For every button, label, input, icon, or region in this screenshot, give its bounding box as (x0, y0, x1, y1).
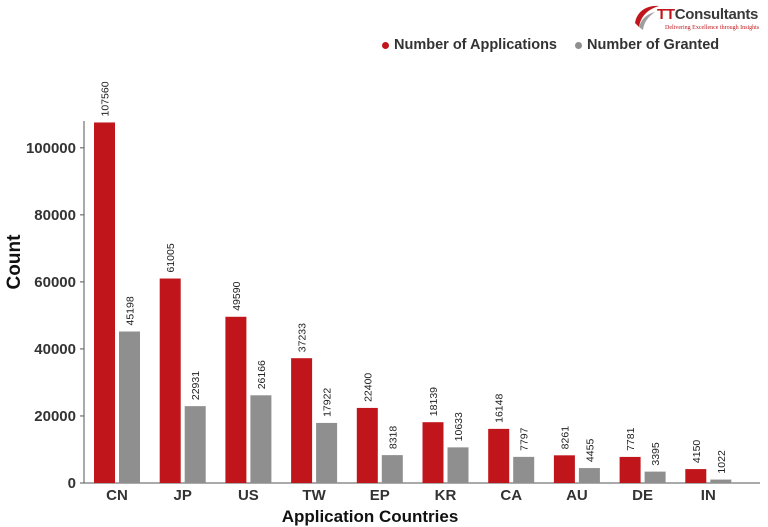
x-tick-label: TW (302, 487, 326, 504)
data-label-granted: 7797 (519, 427, 531, 451)
bar-granted (578, 468, 600, 483)
y-tick-label: 20000 (34, 408, 76, 425)
bar-granted (250, 395, 272, 483)
data-label-granted: 10633 (453, 412, 465, 441)
bar-granted (184, 406, 206, 483)
logo-brand-prefix: TT (657, 6, 675, 23)
y-axis-title: Count (4, 234, 25, 290)
data-label-applications: 61005 (165, 243, 177, 272)
bar-applications (159, 278, 181, 483)
x-axis-title: Application Countries (282, 507, 459, 526)
bar-applications (225, 316, 247, 483)
bar-applications (356, 407, 378, 483)
x-tick-label: EP (370, 487, 390, 504)
y-tick-label: 100000 (26, 140, 76, 157)
bar-applications (619, 456, 641, 483)
legend-item-granted: Number of Granted (575, 37, 719, 53)
logo-wordmark: TTConsultants (657, 6, 758, 23)
data-label-granted: 17922 (322, 388, 334, 417)
bar-granted (513, 456, 535, 483)
legend-label-applications: Number of Applications (394, 37, 557, 53)
bar-applications (94, 122, 115, 483)
data-label-applications: 49590 (231, 281, 243, 310)
chart-legend: Number of Applications Number of Granted (382, 37, 719, 53)
bar-applications (488, 428, 510, 483)
bar-applications (553, 455, 575, 483)
x-tick-label: JP (174, 487, 192, 504)
bar-granted (381, 455, 403, 483)
data-label-applications: 16148 (494, 394, 506, 423)
data-label-applications: 7781 (625, 427, 637, 451)
bar-granted (710, 479, 732, 483)
data-label-granted: 8318 (387, 426, 399, 450)
logo-brand-suffix: Consultants (674, 6, 759, 23)
x-tick-label: IN (701, 487, 716, 504)
data-label-granted: 26166 (256, 360, 268, 389)
bar-granted (447, 447, 469, 483)
y-tick-label: 40000 (34, 341, 76, 358)
bar-granted (644, 471, 666, 483)
x-tick-label: KR (435, 487, 457, 504)
data-label-applications: 22400 (362, 373, 374, 402)
x-tick-label: CN (106, 487, 128, 504)
bar-granted (119, 331, 140, 483)
legend-item-applications: Number of Applications (382, 37, 557, 53)
x-tick-label: AU (566, 487, 588, 504)
bar-granted (316, 422, 338, 483)
swoosh-icon (635, 5, 659, 30)
bar-applications (685, 469, 707, 483)
data-label-granted: 4455 (584, 439, 596, 463)
data-label-granted: 3395 (650, 442, 662, 466)
data-label-applications: 37233 (297, 323, 309, 352)
legend-marker-applications (382, 41, 389, 49)
x-tick-label: CA (500, 487, 522, 504)
legend-label-granted: Number of Granted (587, 37, 720, 53)
company-logo: TTConsultants Delivering Excellence thro… (631, 2, 767, 38)
y-tick-label: 0 (68, 475, 76, 492)
data-label-granted: 45198 (125, 296, 137, 325)
y-tick-label: 60000 (34, 274, 76, 291)
data-label-granted: 22931 (190, 371, 202, 400)
data-label-applications: 18139 (428, 387, 440, 416)
x-tick-label: DE (632, 487, 653, 504)
data-label-applications: 107560 (100, 81, 112, 116)
bar-applications (422, 422, 444, 483)
data-label-applications: 4150 (691, 440, 703, 464)
bar-applications (291, 358, 313, 483)
logo-tagline: Delivering Excellence through Insights (665, 25, 760, 31)
legend-marker-granted (575, 41, 582, 49)
y-tick-label: 80000 (34, 207, 76, 224)
x-tick-label: US (238, 487, 259, 504)
data-label-applications: 8261 (559, 426, 571, 450)
data-label-granted: 1022 (716, 450, 728, 474)
